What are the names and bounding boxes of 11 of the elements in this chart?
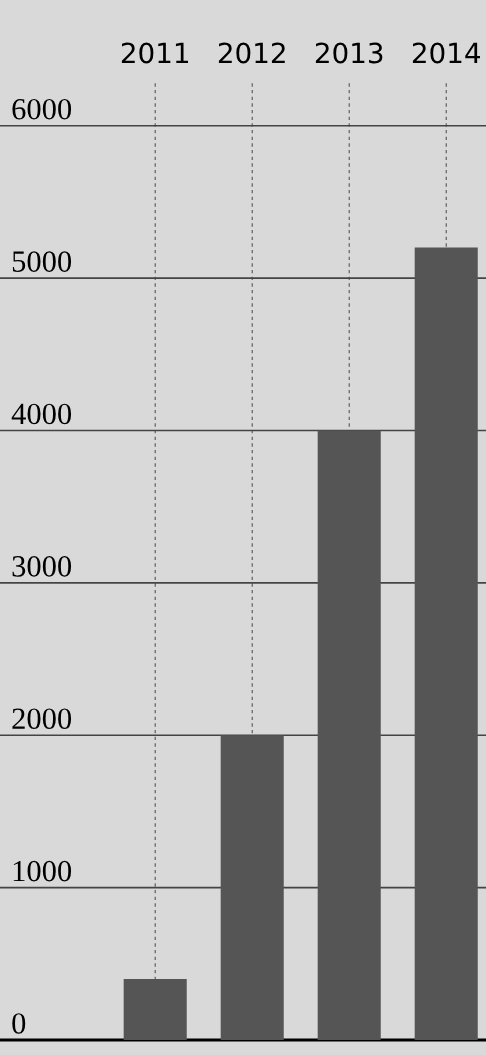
x-tick-label: 2012 — [218, 42, 285, 64]
y-tick-label: 5000 — [12, 251, 72, 272]
x-tick-label: 2013 — [315, 42, 383, 64]
y-tick-label: 4000 — [11, 403, 72, 425]
x-tick-label: 2011 — [121, 42, 188, 64]
y-tick-label: 0 — [12, 1013, 26, 1034]
y-tick-label: 3000 — [12, 556, 72, 577]
x-tick-label: 2014 — [412, 42, 481, 64]
y-tick-label: 1000 — [13, 860, 72, 882]
y-tick-label: 6000 — [12, 98, 72, 120]
y-tick-label: 2000 — [12, 708, 72, 730]
